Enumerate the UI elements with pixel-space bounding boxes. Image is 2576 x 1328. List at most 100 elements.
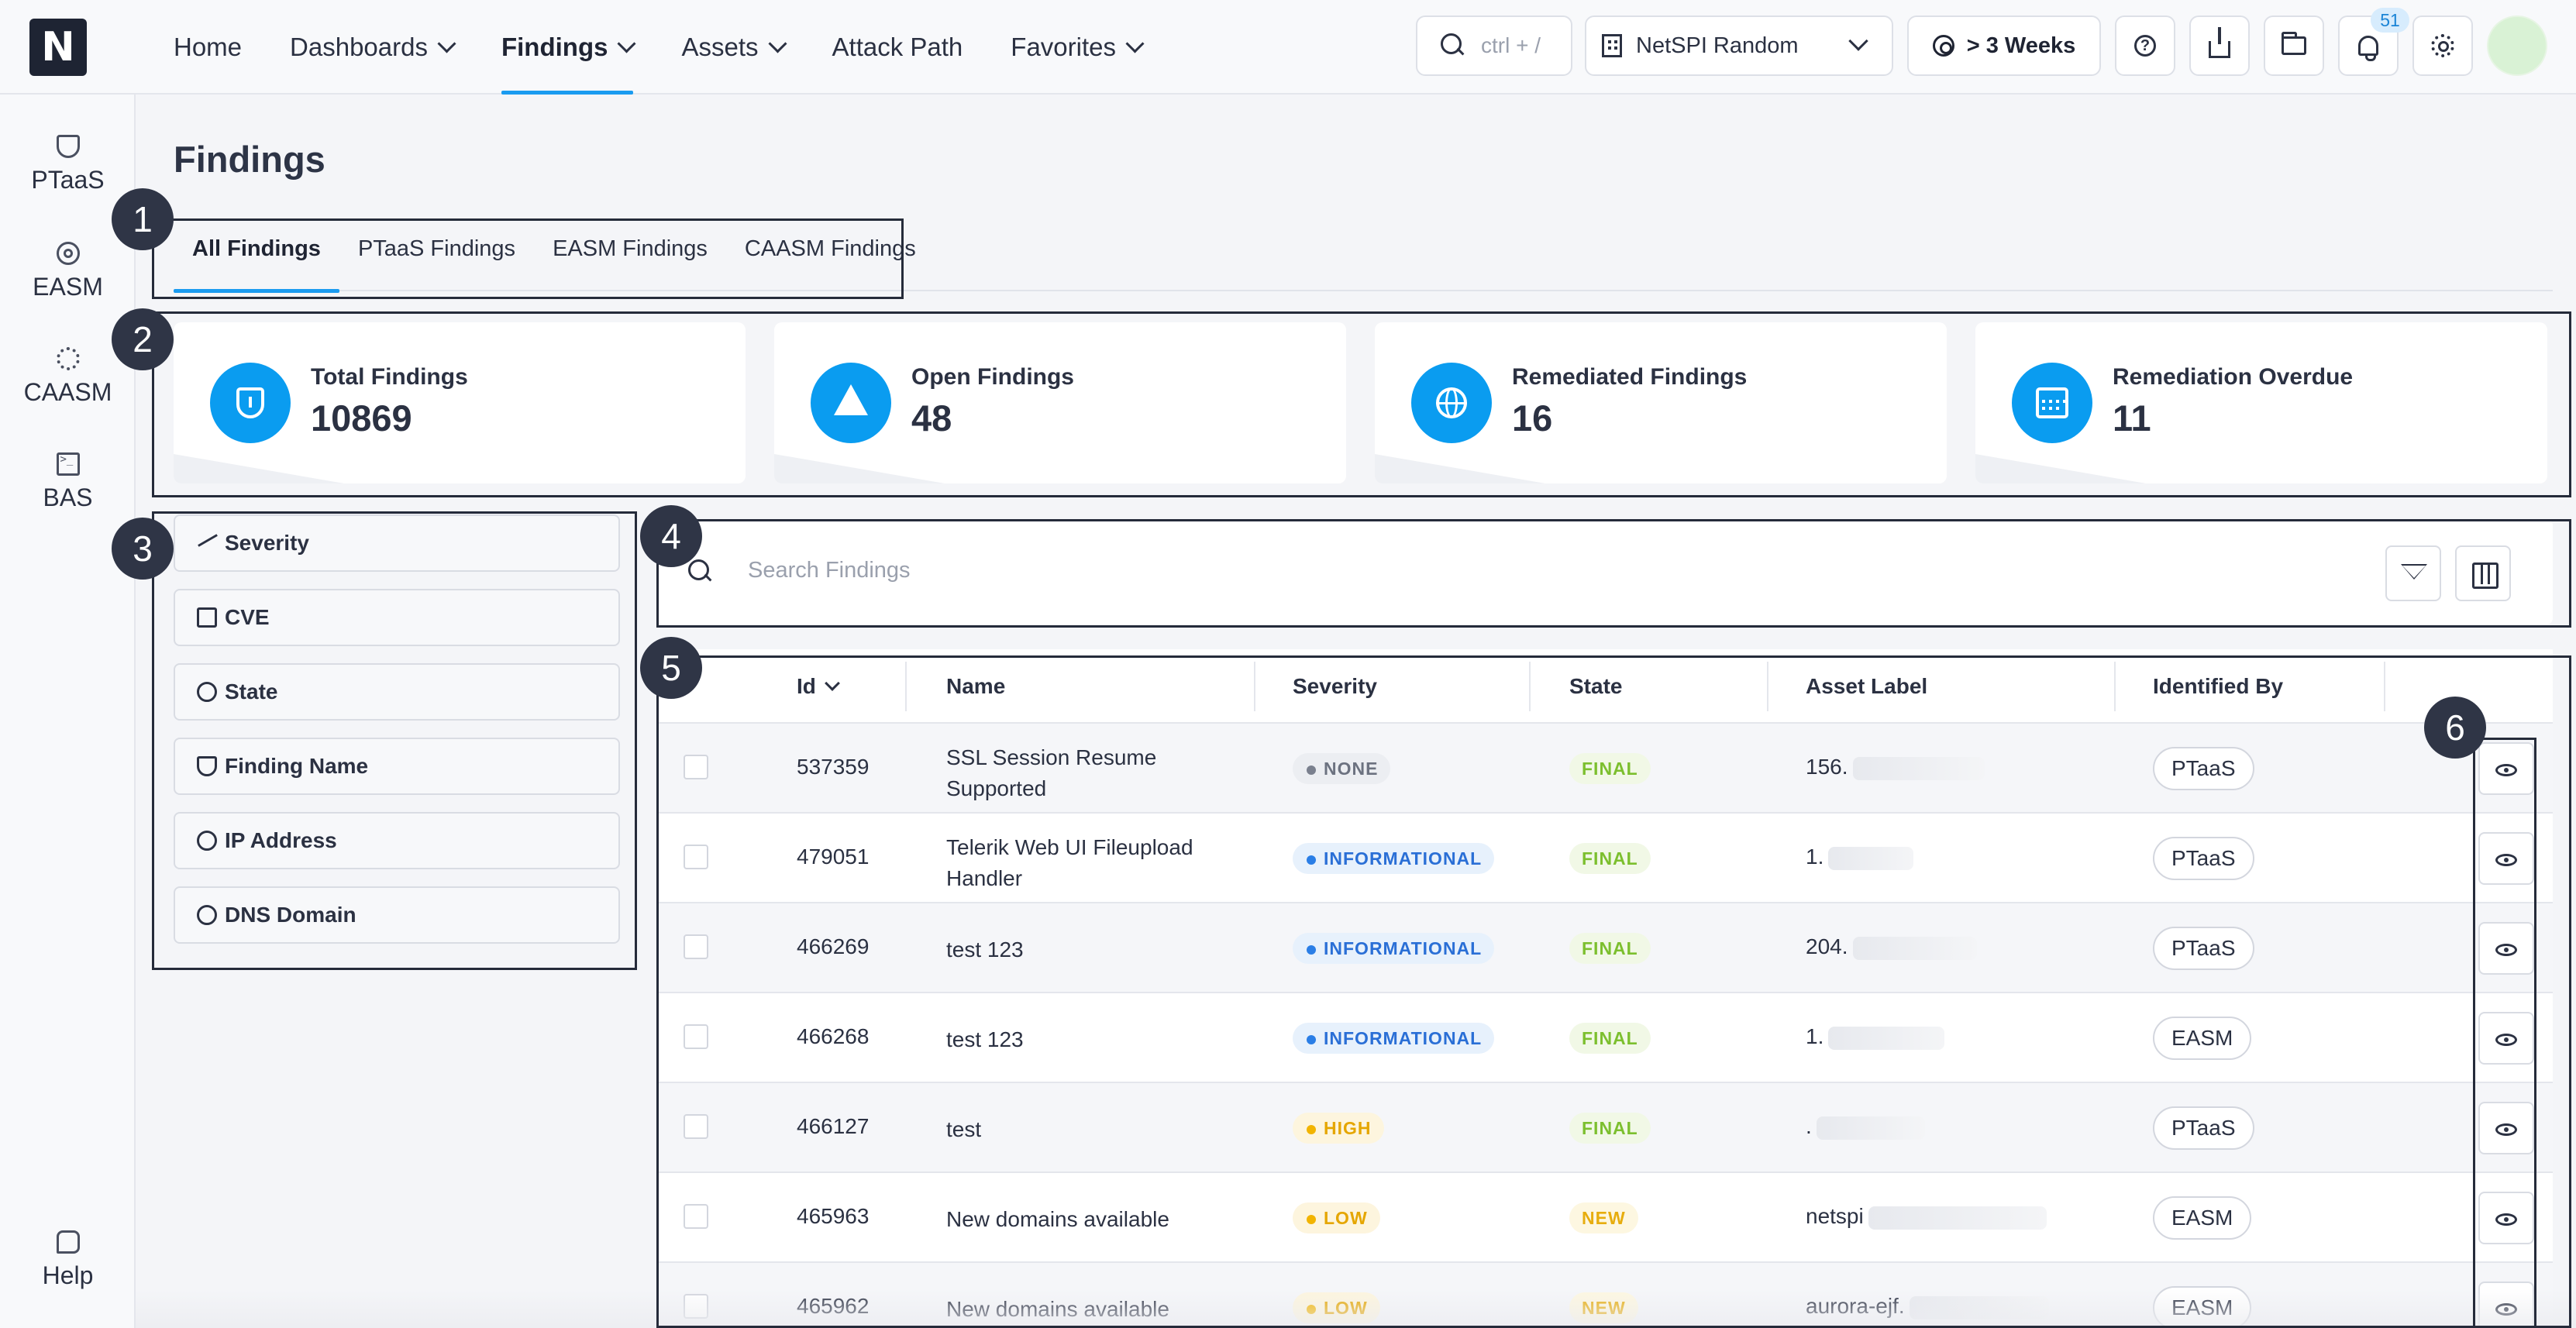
row-checkbox[interactable]	[684, 1024, 708, 1049]
globe-icon	[197, 905, 217, 925]
column-divider	[1529, 662, 1531, 711]
view-finding-button[interactable]	[2478, 832, 2534, 885]
nav-favorites[interactable]: Favorites	[1011, 0, 1145, 95]
filter-cve[interactable]: CVE	[174, 589, 620, 646]
redacted-value	[1852, 936, 1977, 960]
terminal-icon	[56, 452, 80, 476]
table-row[interactable]: 537359 SSL Session Resume Supported NONE…	[657, 724, 2553, 814]
findings-table: Id Name Severity State Asset Label Ident…	[657, 649, 2553, 1328]
download-button[interactable]	[2189, 15, 2250, 76]
annotation-marker-2: 2	[112, 308, 174, 370]
tab-ptaas-findings[interactable]: PTaaS Findings	[357, 236, 516, 261]
table-row[interactable]: 466268 test 123 INFORMATIONAL FINAL 1. E…	[657, 993, 2553, 1083]
dot-icon	[1307, 1305, 1316, 1314]
trend-icon	[197, 533, 217, 553]
tab-caasm-findings[interactable]: CAASM Findings	[744, 236, 916, 261]
nav-findings[interactable]: Findings	[501, 0, 636, 95]
avatar[interactable]	[2487, 15, 2547, 76]
filter-label: Severity	[225, 531, 309, 555]
warning-icon	[834, 384, 868, 415]
row-name[interactable]: test	[946, 1117, 982, 1141]
table-row[interactable]: 466269 test 123 INFORMATIONAL FINAL 204.…	[657, 903, 2553, 993]
dot-icon	[1307, 855, 1316, 865]
netspi-logo[interactable]: N	[29, 19, 87, 76]
chevron-down-icon	[824, 676, 840, 691]
row-name[interactable]: test 123	[946, 1027, 1024, 1051]
row-checkbox[interactable]	[684, 845, 708, 869]
filter-finding-name[interactable]: Finding Name	[174, 738, 620, 795]
filter-dns-domain[interactable]: DNS Domain	[174, 886, 620, 944]
row-asset-label: 1.	[1806, 1024, 1945, 1050]
column-identified-by[interactable]: Identified By	[2153, 674, 2284, 698]
sidebar-item-bas[interactable]: BAS	[0, 452, 136, 512]
row-name[interactable]: Telerik Web UI Fileupload Handler	[946, 835, 1193, 890]
filter-severity[interactable]: Severity	[174, 514, 620, 572]
eye-icon	[2495, 1303, 2517, 1316]
table-row[interactable]: 465963 New domains available LOW NEW net…	[657, 1173, 2553, 1263]
row-name[interactable]: test 123	[946, 938, 1024, 962]
org-selector[interactable]: NetSPI Random	[1585, 15, 1893, 76]
download-icon	[2209, 27, 2230, 58]
sidebar-item-ptaas[interactable]: PTaaS	[0, 135, 136, 194]
help-chat-icon	[56, 1230, 80, 1254]
sidebar-item-help[interactable]: Help	[0, 1230, 136, 1290]
stat-card-overdue[interactable]: Remediation Overdue 11	[1975, 322, 2547, 483]
identified-by-chip: EASM	[2153, 1196, 2252, 1240]
nav-home[interactable]: Home	[174, 33, 243, 61]
row-name[interactable]: New domains available	[946, 1297, 1169, 1321]
column-asset-label[interactable]: Asset Label	[1806, 674, 1928, 698]
tab-all-findings[interactable]: All Findings	[174, 217, 339, 293]
row-checkbox[interactable]	[684, 1204, 708, 1229]
help-button[interactable]: ?	[2115, 15, 2175, 76]
folder-sync-button[interactable]	[2264, 15, 2324, 76]
table-row[interactable]: 479051 Telerik Web UI Fileupload Handler…	[657, 814, 2553, 903]
time-filter-button[interactable]: > 3 Weeks	[1907, 15, 2101, 76]
filter-state[interactable]: State	[174, 663, 620, 721]
page-title: Findings	[174, 139, 325, 180]
column-id[interactable]: Id	[797, 649, 840, 724]
stat-card-open[interactable]: Open Findings 48	[774, 322, 1346, 483]
view-finding-button[interactable]	[2478, 1102, 2534, 1154]
view-finding-button[interactable]	[2478, 1192, 2534, 1244]
nav-attack-path[interactable]: Attack Path	[832, 33, 963, 61]
bell-icon	[2358, 36, 2378, 61]
sidebar-item-easm[interactable]: EASM	[0, 242, 136, 301]
stat-label: Total Findings	[311, 364, 468, 390]
calendar-icon	[2036, 387, 2068, 418]
row-checkbox[interactable]	[684, 1294, 708, 1319]
view-finding-button[interactable]	[2478, 922, 2534, 975]
sidebar-item-caasm[interactable]: CAASM	[0, 347, 136, 407]
column-severity[interactable]: Severity	[1293, 674, 1377, 698]
row-checkbox[interactable]	[684, 755, 708, 779]
stat-card-total[interactable]: Total Findings 10869	[174, 322, 746, 483]
row-id: 537359	[797, 755, 870, 779]
filter-label: IP Address	[225, 828, 337, 852]
row-id: 466269	[797, 934, 870, 958]
view-finding-button[interactable]	[2478, 1012, 2534, 1065]
row-asset-label: netspi	[1806, 1204, 2047, 1230]
nav-assets[interactable]: Assets	[681, 0, 787, 95]
eye-icon	[2495, 1123, 2517, 1136]
nav-dashboards[interactable]: Dashboards	[290, 0, 456, 95]
filter-ip-address[interactable]: IP Address	[174, 812, 620, 869]
columns-button[interactable]	[2455, 545, 2511, 601]
tab-easm-findings[interactable]: EASM Findings	[553, 236, 708, 261]
row-name[interactable]: New domains available	[946, 1207, 1169, 1231]
row-name[interactable]: SSL Session Resume Supported	[946, 745, 1157, 800]
row-asset-label: aurora-ejf.	[1806, 1294, 2049, 1319]
row-checkbox[interactable]	[684, 1114, 708, 1139]
column-name[interactable]: Name	[946, 674, 1006, 698]
global-search[interactable]: ctrl + /	[1416, 15, 1572, 76]
row-checkbox[interactable]	[684, 934, 708, 959]
table-row[interactable]: 466127 test HIGH FINAL . PTaaS	[657, 1083, 2553, 1173]
table-row[interactable]: 465962 New domains available LOW NEW aur…	[657, 1263, 2553, 1328]
filter-button[interactable]	[2385, 545, 2441, 601]
identified-by-chip: PTaaS	[2153, 927, 2254, 970]
findings-search-input[interactable]: Search Findings	[748, 558, 911, 583]
notification-badge: 51	[2371, 8, 2409, 33]
view-finding-button[interactable]	[2478, 1282, 2534, 1328]
view-finding-button[interactable]	[2478, 742, 2534, 795]
column-state[interactable]: State	[1569, 674, 1623, 698]
settings-button[interactable]	[2412, 15, 2473, 76]
stat-card-remediated[interactable]: Remediated Findings 16	[1375, 322, 1947, 483]
